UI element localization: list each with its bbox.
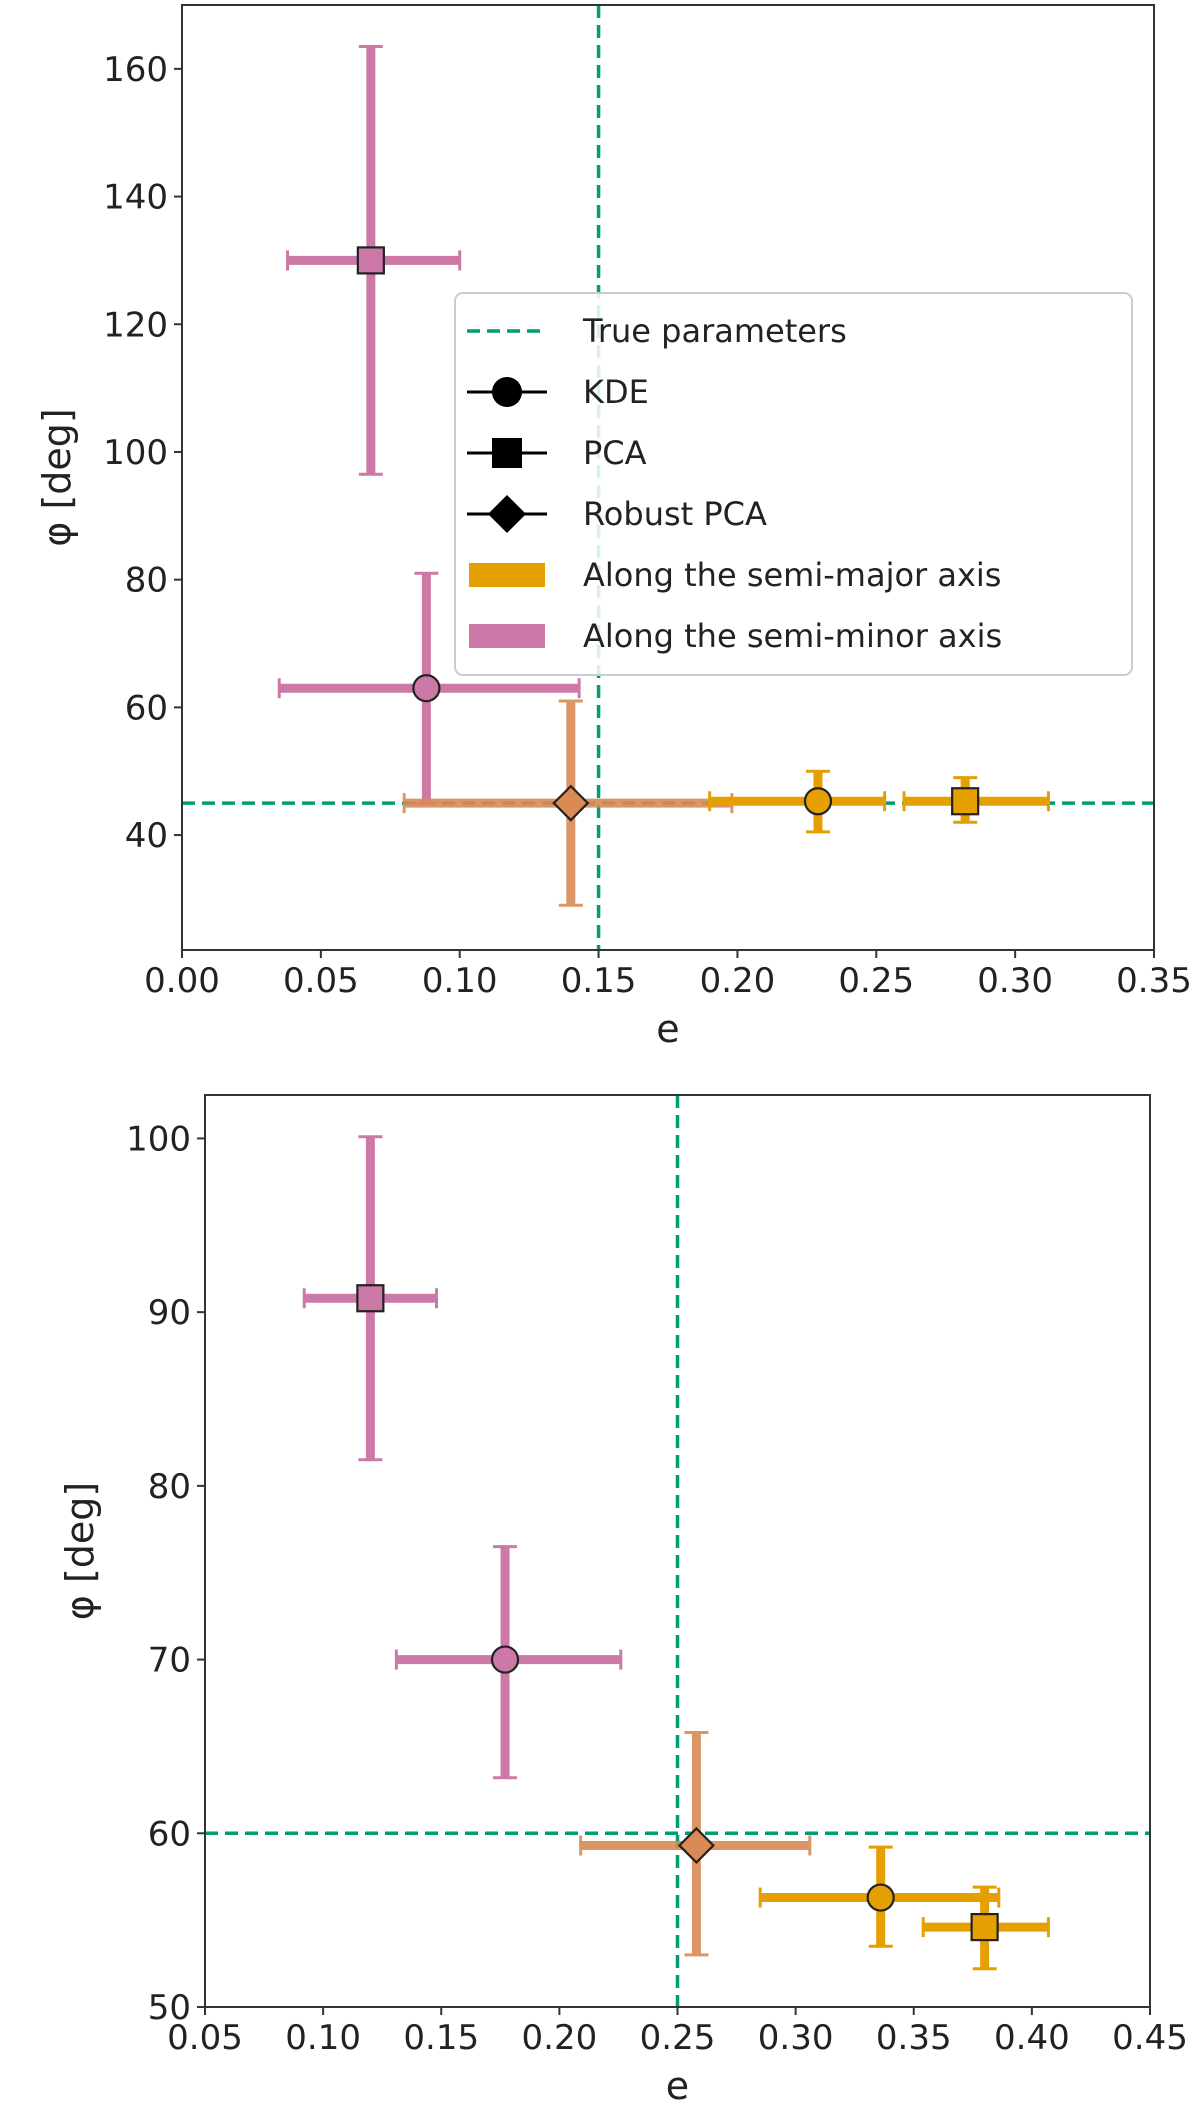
legend-label: KDE <box>583 373 649 411</box>
legend-label: Robust PCA <box>583 495 767 533</box>
legend-item: True parameters <box>467 312 847 350</box>
errorbar-kde-semi-major <box>708 769 887 834</box>
x-tick-label: 0.10 <box>285 2018 361 2058</box>
x-tick-label: 0.25 <box>640 2018 716 2058</box>
x-tick-label: 0.35 <box>1116 961 1192 1001</box>
marker-pca-semi-minor <box>356 246 385 275</box>
y-tick-label: 80 <box>148 1467 191 1507</box>
y-tick-label: 60 <box>148 1814 191 1854</box>
data-layer <box>205 1095 1150 2007</box>
x-tick-label: 0.20 <box>522 2018 598 2058</box>
plot-frame <box>204 1094 1151 2008</box>
y-tick-label: 60 <box>125 688 168 728</box>
legend-label: True parameters <box>582 312 847 350</box>
legend-item: Along the semi-major axis <box>469 556 1001 594</box>
x-tick-label: 0.30 <box>758 2018 834 2058</box>
legend-box <box>454 292 1133 676</box>
legend-label: Along the semi-major axis <box>583 556 1001 594</box>
marker-robust-pca-both <box>677 1826 715 1865</box>
marker-pca-semi-major <box>951 787 980 816</box>
legend-item: Along the semi-minor axis <box>469 617 1002 655</box>
legend: True parameters KDE PCA Robust PCA Along the… <box>454 292 1133 676</box>
legend-label: Along the semi-minor axis <box>583 617 1002 655</box>
plot-area: 0.05 0.10 0.15 0.20 0.25 0.30 0.35 0.40 0.45 50 60… <box>58 1094 1188 2108</box>
y-tick-label: 90 <box>148 1293 191 1333</box>
y-tick-label: 50 <box>148 1988 191 2028</box>
x-tick-label: 0.30 <box>977 961 1053 1001</box>
y-tick-label: 100 <box>126 1119 191 1159</box>
legend-label: PCA <box>583 434 647 472</box>
legend-item: KDE <box>467 373 649 411</box>
y-axis-label: φ [deg] <box>35 408 79 546</box>
marker-pca-semi-major <box>970 1912 999 1942</box>
x-axis-label: e <box>666 2064 689 2108</box>
legend-item: PCA <box>467 434 647 472</box>
x-tick-label: 0.05 <box>283 961 359 1001</box>
top-panel: 0.00 0.05 0.10 0.15 0.20 0.25 0.30 0.35 40 60 80 10… <box>35 4 1192 1051</box>
legend-square-icon <box>492 438 522 468</box>
y-axis-label: φ [deg] <box>58 1482 102 1620</box>
marker-kde-semi-minor <box>490 1645 520 1674</box>
x-tick-label: 0.35 <box>876 2018 952 2058</box>
x-tick-label: 0.15 <box>403 2018 479 2058</box>
y-tick-label: 120 <box>103 305 168 345</box>
marker-kde-semi-minor <box>412 674 441 703</box>
marker-kde-semi-major <box>866 1883 895 1912</box>
marker-pca-semi-minor <box>356 1284 385 1313</box>
y-tick-label: 160 <box>103 50 168 90</box>
legend-patch-icon <box>469 563 545 587</box>
y-tick-label: 80 <box>125 561 168 601</box>
x-tick-label: 0.10 <box>422 961 498 1001</box>
x-tick-label: 0.20 <box>700 961 776 1001</box>
y-tick-label: 100 <box>103 433 168 473</box>
legend-circle-icon <box>492 377 522 407</box>
legend-diamond-icon <box>488 495 526 533</box>
x-tick-label: 0.40 <box>994 2018 1070 2058</box>
x-tick-label: 0.25 <box>838 961 914 1001</box>
data-layer <box>182 5 1154 950</box>
y-tick-label: 140 <box>103 178 168 218</box>
x-tick-label: 0.15 <box>561 961 637 1001</box>
x-tick-label: 0.05 <box>167 2018 243 2058</box>
plot-area: 0.00 0.05 0.10 0.15 0.20 0.25 0.30 0.35 40 60 80 10… <box>35 4 1192 1051</box>
x-axis-label: e <box>656 1007 679 1051</box>
bottom-panel: 0.05 0.10 0.15 0.20 0.25 0.30 0.35 0.40 0.45 50 60… <box>58 1094 1188 2108</box>
legend-item: Robust PCA <box>467 495 767 533</box>
y-tick-label: 40 <box>125 816 168 856</box>
plot-frame <box>181 4 1155 951</box>
x-tick-label: 0.45 <box>1112 2018 1188 2058</box>
legend-patch-icon <box>469 624 545 648</box>
y-tick-label: 70 <box>148 1641 191 1681</box>
x-tick-label: 0.00 <box>144 961 220 1001</box>
marker-kde-semi-major <box>803 787 833 816</box>
marker-robust-pca-both <box>552 784 590 822</box>
